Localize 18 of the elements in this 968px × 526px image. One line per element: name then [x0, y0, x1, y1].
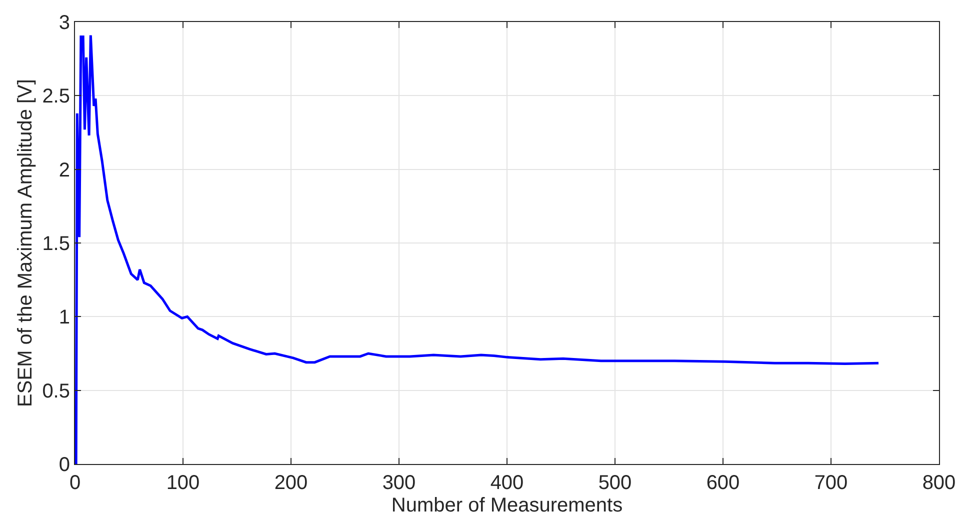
- y-tick-label: 1.5: [42, 233, 70, 255]
- y-tick-label: 3: [58, 12, 70, 34]
- y-axis-title: ESEM of the Maximum Amplitude [V]: [14, 79, 37, 407]
- x-tick-label: 700: [814, 472, 848, 494]
- x-tick-label: 800: [922, 472, 956, 494]
- y-tick-label: 2: [58, 159, 70, 182]
- y-tick-label: 1: [58, 306, 70, 329]
- line-series: [75, 34, 880, 464]
- y-tick-label: 2.5: [42, 86, 70, 108]
- x-tick-label: 100: [166, 472, 200, 494]
- y-tick-label: 0: [58, 454, 70, 476]
- x-tick-label: 200: [274, 472, 308, 494]
- x-tick-label: 600: [706, 472, 740, 494]
- x-tick-label: 400: [490, 472, 524, 494]
- x-tick-label: 500: [598, 472, 632, 494]
- x-tick-label: 300: [382, 472, 416, 494]
- x-axis-title: Number of Measurements: [391, 494, 623, 516]
- y-tick-label: 0.5: [42, 380, 70, 402]
